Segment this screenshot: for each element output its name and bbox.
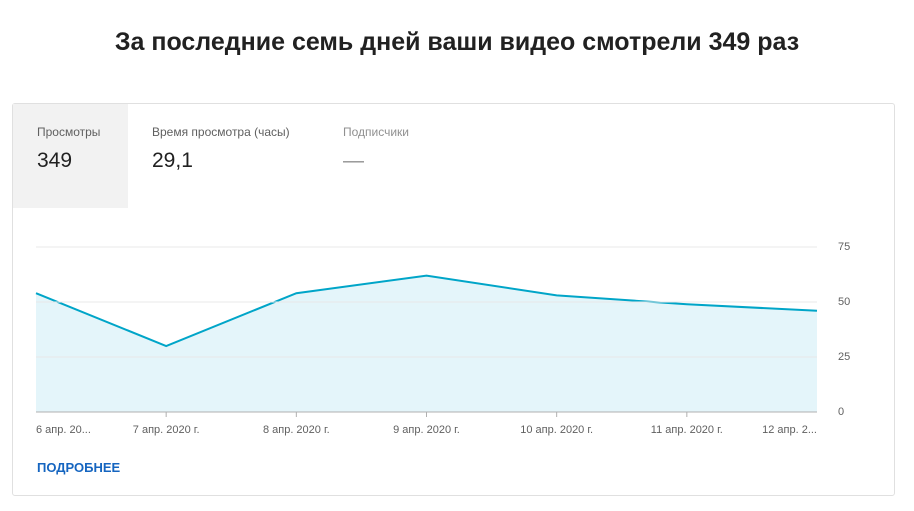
- y-tick-label: 25: [838, 351, 850, 363]
- tab-value: 349: [37, 149, 73, 172]
- tab[interactable]: Подписчики —: [319, 104, 449, 208]
- x-tick-label: 8 апр. 2020 г.: [263, 424, 330, 436]
- tab[interactable]: Просмотры 349: [13, 104, 128, 208]
- tab-label: Просмотры: [37, 125, 101, 139]
- tab-value: —: [343, 149, 364, 172]
- x-tick-label: 11 апр. 2020 г.: [651, 424, 723, 436]
- tab-label: Подписчики: [343, 125, 410, 139]
- line: [35, 274, 818, 348]
- y-tick-label: 50: [838, 296, 850, 308]
- title: За последние семь дней ваши видео смотре…: [114, 28, 800, 56]
- x-tick-label: 9 апр. 2020 г.: [393, 424, 460, 436]
- x-tick-label: 6 апр. 20...: [36, 424, 91, 436]
- x-tick-label: 10 апр. 2020 г.: [520, 424, 593, 436]
- tab-label: Время просмотра (часы): [152, 125, 290, 139]
- card: Просмотры 349 Время просмотра (часы) 29,…: [12, 103, 895, 496]
- area: [36, 275, 817, 412]
- y-tick-label: 0: [838, 406, 844, 418]
- y-tick-label: 75: [838, 241, 850, 253]
- x-tick-label: 12 апр. 2...: [762, 424, 817, 436]
- tab[interactable]: Время просмотра (часы) 29,1: [128, 104, 318, 208]
- x-tick-label: 7 апр. 2020 г.: [133, 424, 200, 436]
- tab-value: 29,1: [152, 149, 193, 172]
- more-link[interactable]: ПОДРОБНЕЕ: [37, 460, 121, 475]
